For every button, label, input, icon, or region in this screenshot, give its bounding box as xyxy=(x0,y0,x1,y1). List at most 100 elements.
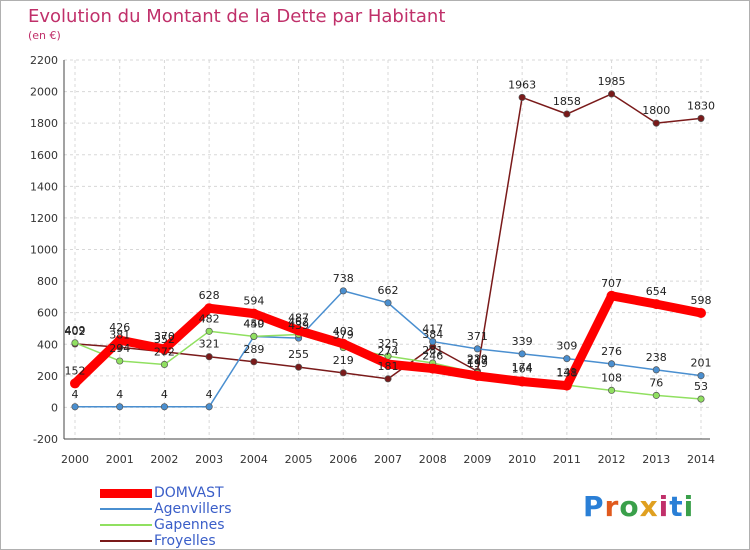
data-label: 219 xyxy=(333,354,354,367)
data-label: 371 xyxy=(467,330,488,343)
data-label: 229 xyxy=(467,352,488,365)
data-label: 141 xyxy=(556,366,577,379)
data-point xyxy=(518,350,526,358)
data-label: 439 xyxy=(288,319,309,332)
data-label: 417 xyxy=(422,323,443,336)
data-point xyxy=(652,366,660,374)
data-label: 409 xyxy=(65,324,86,337)
y-tick-label: 2000 xyxy=(30,86,58,99)
data-point xyxy=(697,372,705,380)
data-label: 164 xyxy=(512,363,533,376)
data-label: 381 xyxy=(109,328,130,341)
x-tick-label: 2005 xyxy=(285,453,313,466)
data-point xyxy=(608,360,616,368)
y-tick-label: 2200 xyxy=(30,54,58,67)
data-point xyxy=(248,308,259,319)
data-point xyxy=(561,380,572,391)
data-point xyxy=(295,363,303,371)
data-point xyxy=(338,338,349,349)
data-label: 352 xyxy=(154,333,175,346)
data-label: 53 xyxy=(694,380,708,393)
data-point xyxy=(116,403,124,411)
data-label: 294 xyxy=(109,342,130,355)
logo-letter: i xyxy=(658,490,670,523)
data-label: 4 xyxy=(72,388,79,401)
x-tick-label: 2003 xyxy=(195,453,223,466)
data-point xyxy=(651,299,662,310)
data-label: 321 xyxy=(199,338,220,351)
data-label: 426 xyxy=(109,321,130,334)
data-label: 276 xyxy=(601,345,622,358)
data-label: 274 xyxy=(378,345,399,358)
x-tick-label: 2007 xyxy=(374,453,402,466)
logo-letter: o xyxy=(619,490,640,523)
data-point xyxy=(205,327,213,335)
data-label: 76 xyxy=(649,376,663,389)
data-point xyxy=(160,403,168,411)
data-label: 325 xyxy=(378,337,399,350)
data-point xyxy=(606,290,617,301)
data-label: 152 xyxy=(65,364,86,377)
data-point xyxy=(70,378,80,389)
y-tick-label: 200 xyxy=(37,370,58,383)
data-point xyxy=(563,355,571,363)
data-label: 4 xyxy=(161,388,168,401)
data-point xyxy=(293,325,304,336)
data-label: 339 xyxy=(512,335,533,348)
data-point xyxy=(71,339,79,347)
y-tick-label: -200 xyxy=(33,433,58,446)
legend-label: DOMVAST xyxy=(154,485,224,501)
legend-swatch xyxy=(100,540,152,542)
data-point xyxy=(473,345,481,353)
proxiti-logo: Proxiti xyxy=(583,490,694,523)
data-label: 181 xyxy=(378,360,399,373)
x-tick-label: 2014 xyxy=(687,453,715,466)
logo-letter: x xyxy=(639,490,659,523)
data-point xyxy=(383,359,393,370)
data-label: 662 xyxy=(378,284,399,297)
data-point xyxy=(427,363,438,374)
data-label: 255 xyxy=(288,348,309,361)
data-label: 594 xyxy=(243,295,264,308)
x-tick-label: 2006 xyxy=(329,453,357,466)
x-tick-label: 2011 xyxy=(553,453,581,466)
data-point xyxy=(517,376,528,387)
data-label: 272 xyxy=(154,345,175,358)
y-tick-label: 1600 xyxy=(30,149,58,162)
data-label: 238 xyxy=(646,351,667,364)
data-point xyxy=(563,110,571,118)
y-tick-label: 1200 xyxy=(30,212,58,225)
data-point xyxy=(696,307,706,318)
legend-swatch xyxy=(100,489,152,498)
data-point xyxy=(71,403,79,411)
y-tick-label: 0 xyxy=(51,401,58,414)
data-label: 174 xyxy=(512,361,533,374)
data-point xyxy=(339,287,347,295)
data-point xyxy=(160,360,168,369)
data-label: 138 xyxy=(556,367,577,380)
data-point xyxy=(114,335,125,346)
legend-label: Gapennes xyxy=(154,517,225,533)
x-tick-label: 2004 xyxy=(240,453,268,466)
data-label: 654 xyxy=(646,285,667,298)
x-tick-label: 2000 xyxy=(61,453,89,466)
data-point xyxy=(384,375,392,383)
data-label: 289 xyxy=(243,343,264,356)
data-point xyxy=(205,403,213,411)
data-label: 4 xyxy=(116,388,123,401)
data-label: 384 xyxy=(422,328,443,341)
y-tick-label: 1000 xyxy=(30,244,58,257)
logo-letter: t xyxy=(669,490,684,523)
logo-letter: i xyxy=(683,490,695,523)
data-label: 246 xyxy=(422,350,443,363)
data-label: 379 xyxy=(333,329,354,342)
data-label: 309 xyxy=(556,340,577,353)
data-point xyxy=(697,395,705,403)
y-tick-label: 800 xyxy=(37,275,58,288)
legend-swatch xyxy=(100,524,152,526)
data-point xyxy=(652,391,660,399)
data-label: 1963 xyxy=(508,78,536,91)
data-label: 1830 xyxy=(687,99,715,112)
data-point xyxy=(250,358,258,366)
data-point xyxy=(472,370,483,381)
